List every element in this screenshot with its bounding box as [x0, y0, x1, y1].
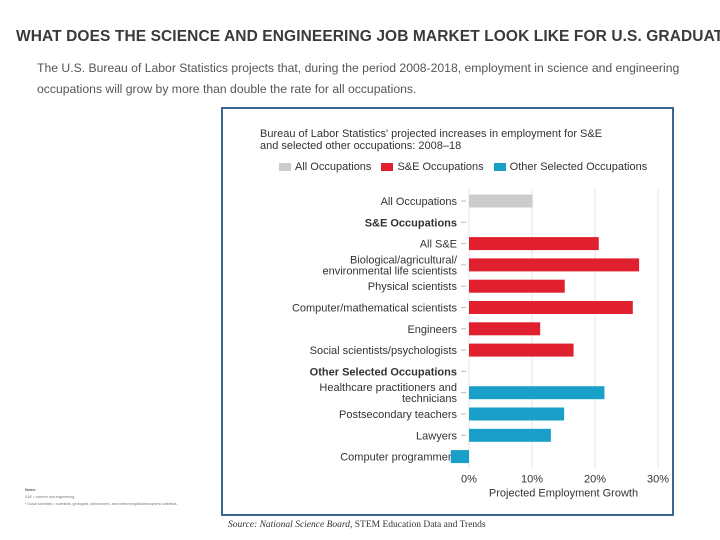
bar — [469, 343, 574, 357]
x-tick-label: 20% — [584, 474, 606, 486]
legend-item-all: All Occupations — [279, 161, 371, 173]
legend-item-other: Other Selected Occupations — [493, 161, 648, 173]
notes-line-2: * Social scientists = scientists, geolog… — [25, 502, 178, 506]
bar — [469, 258, 640, 272]
bar — [469, 428, 551, 442]
category-label: Postsecondary teachers — [339, 409, 458, 421]
category-label: All Occupations — [381, 196, 458, 208]
legend-swatch-se — [381, 163, 394, 171]
x-tick-label: 0% — [461, 474, 477, 486]
category-label: Computer/mathematical scientists — [292, 303, 458, 315]
chart-legend: All Occupations S&E Occupations Other Se… — [279, 161, 647, 173]
legend-label-all: All Occupations — [295, 161, 372, 173]
notes-title: Notes: — [25, 488, 36, 492]
chart-title-line-2: and selected other occupations: 2008–18 — [260, 140, 462, 152]
category-label-line: environmental life scientists — [322, 265, 457, 277]
category-label: All S&E — [420, 239, 457, 251]
category-label: Lawyers — [416, 430, 457, 442]
category-label-line: Healthcare practitioners and — [319, 382, 457, 394]
intro-paragraph: The U.S. Bureau of Labor Statistics proj… — [37, 61, 680, 96]
bar — [469, 407, 565, 421]
x-tick-label: 30% — [647, 474, 669, 486]
chart-title-line-1: Bureau of Labor Statistics' projected in… — [260, 128, 603, 140]
source-citation: Source: National Science Board, STEM Edu… — [228, 520, 486, 530]
x-axis-label: Projected Employment Growth — [489, 488, 638, 500]
category-label-line: All Occupations — [381, 196, 458, 208]
category-label: Biological/agricultural/environmental li… — [322, 254, 457, 277]
category-label-line: Social scientists/psychologists — [310, 345, 458, 357]
chart-notes: Notes: S&E = science and engineering. * … — [25, 487, 215, 508]
legend-label-other: Other Selected Occupations — [509, 161, 648, 173]
legend-label-se: S&E Occupations — [397, 161, 484, 173]
bar — [469, 322, 541, 336]
category-label-line: Lawyers — [416, 430, 457, 442]
bar — [450, 450, 469, 464]
category-label-line: All S&E — [420, 239, 457, 251]
category-label-line: Postsecondary teachers — [339, 409, 458, 421]
legend-swatch-other — [493, 163, 506, 171]
category-label-line: Physical scientists — [368, 281, 458, 293]
bar-chart: All Occupations S&E Occupations All S&E Bio… — [292, 189, 669, 500]
category-label-line: Computer/mathematical scientists — [292, 303, 458, 315]
x-tick-label: 10% — [521, 474, 543, 486]
source-suffix: STEM Education Data and Trends — [354, 520, 486, 530]
category-label-line: technicians — [402, 393, 458, 405]
bar — [469, 279, 565, 293]
category-label: Social scientists/psychologists — [310, 345, 458, 357]
category-label: Physical scientists — [368, 281, 458, 293]
category-header-label: Other Selected Occupations — [310, 366, 457, 378]
bar — [469, 237, 599, 251]
bar — [469, 386, 605, 400]
category-label-line: Engineers — [407, 324, 457, 336]
category-header-label: S&E Occupations — [365, 217, 457, 229]
bar — [469, 194, 533, 208]
category-label: Healthcare practitioners and technicians — [319, 382, 457, 405]
chart-panel: Bureau of Labor Statistics' projected in… — [221, 107, 674, 516]
category-label-line: Computer programmers — [340, 452, 457, 464]
category-label-line: S&E Occupations — [365, 217, 457, 229]
bar — [469, 301, 633, 314]
legend-item-se: S&E Occupations — [381, 161, 484, 173]
slide-title: WHAT DOES THE SCIENCE AND ENGINEERING JO… — [16, 28, 720, 45]
source-prefix: Source: National Science Board, — [228, 520, 353, 530]
category-label: Computer programmers — [340, 452, 457, 464]
category-label-line: Other Selected Occupations — [310, 366, 457, 378]
chart-title: Bureau of Labor Statistics' projected in… — [260, 128, 602, 152]
notes-line-1: S&E = science and engineering. — [25, 495, 75, 499]
category-label-line: Biological/agricultural/ — [350, 254, 458, 266]
legend-swatch-all — [279, 163, 291, 171]
category-label: Engineers — [407, 324, 457, 336]
